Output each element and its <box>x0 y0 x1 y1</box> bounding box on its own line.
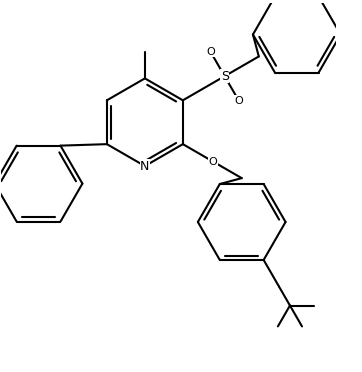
Text: S: S <box>220 70 229 83</box>
Text: O: O <box>206 46 215 57</box>
Text: N: N <box>140 160 150 173</box>
Text: O: O <box>209 157 218 167</box>
Text: O: O <box>235 96 243 106</box>
